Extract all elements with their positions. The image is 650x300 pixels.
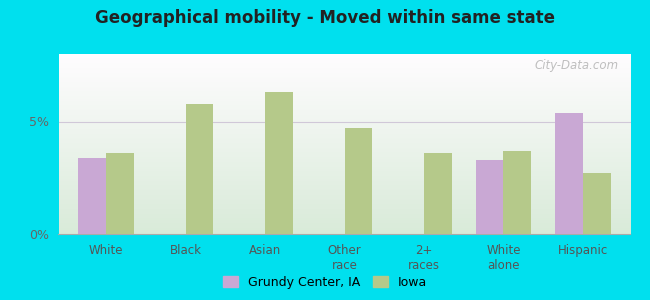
Bar <box>583 173 610 234</box>
Bar <box>476 160 503 234</box>
Text: City-Data.com: City-Data.com <box>535 59 619 72</box>
Bar <box>106 153 134 234</box>
Legend: Grundy Center, IA, Iowa: Grundy Center, IA, Iowa <box>218 271 432 294</box>
Bar <box>186 103 213 234</box>
Bar <box>79 158 106 234</box>
Bar <box>503 151 531 234</box>
Bar <box>555 112 583 234</box>
Bar <box>344 128 372 234</box>
Bar <box>265 92 293 234</box>
Text: Geographical mobility - Moved within same state: Geographical mobility - Moved within sam… <box>95 9 555 27</box>
Bar <box>424 153 452 234</box>
